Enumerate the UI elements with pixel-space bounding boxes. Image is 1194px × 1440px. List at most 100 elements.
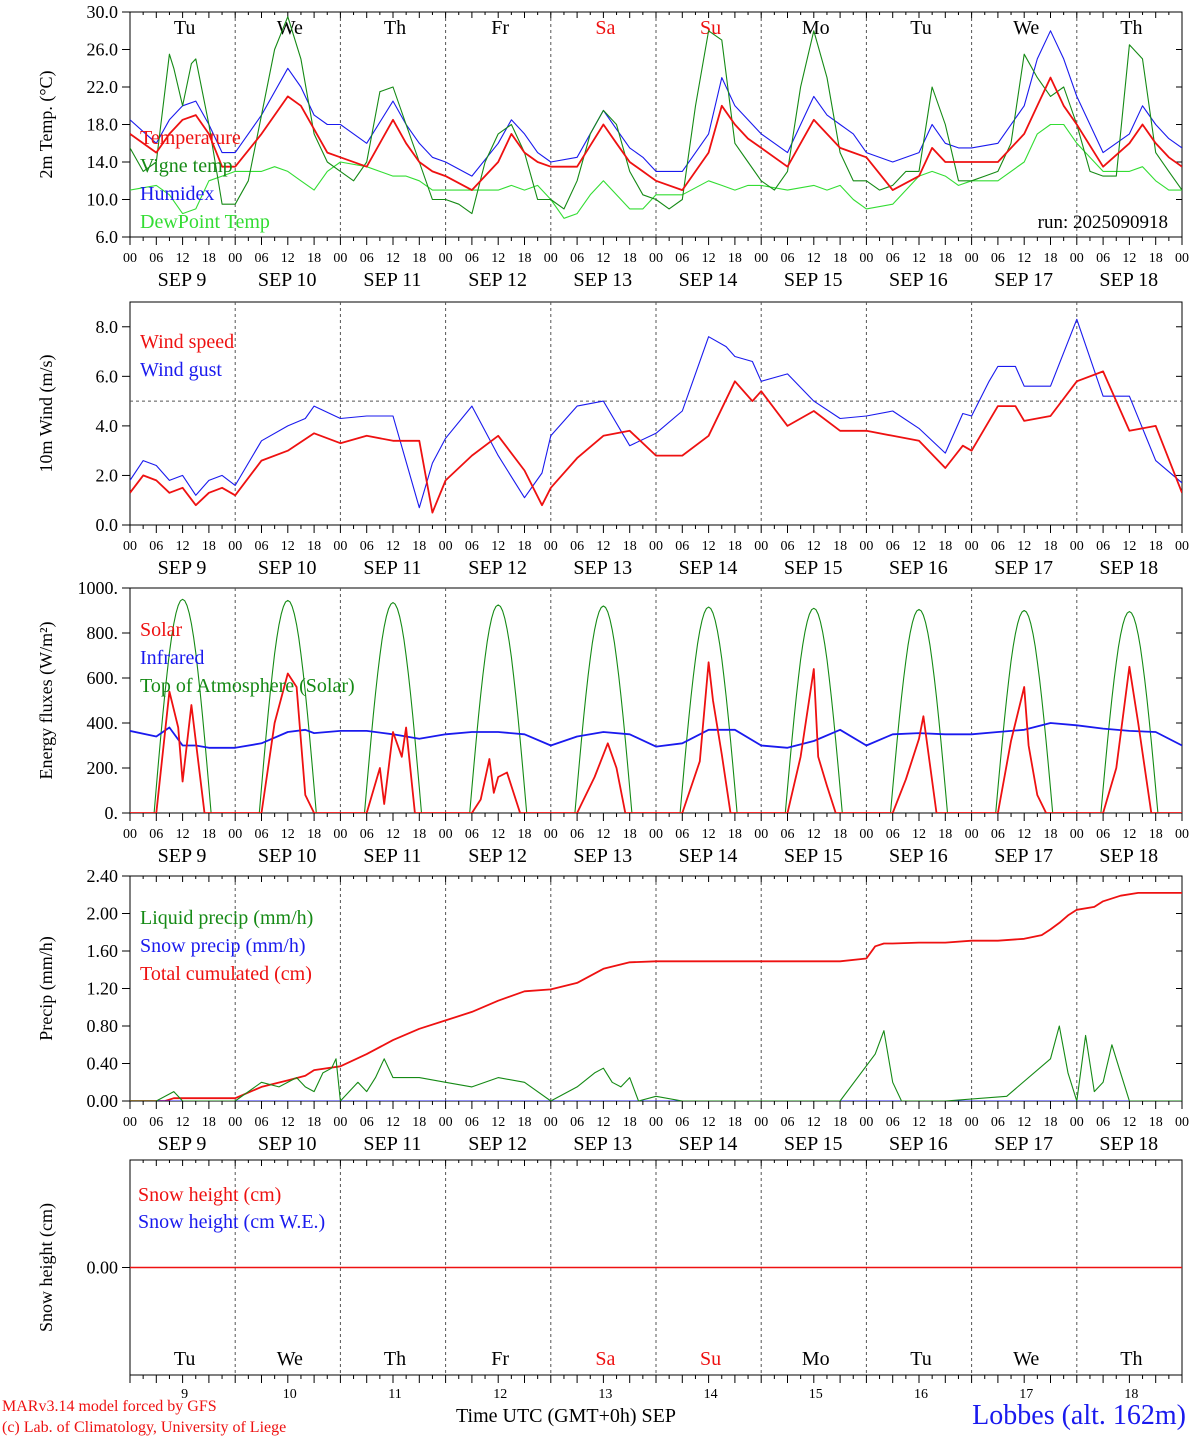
day-number-label: 18 bbox=[1124, 1387, 1138, 1402]
hour-label: 00 bbox=[333, 251, 347, 266]
hour-label: 00 bbox=[965, 827, 979, 842]
series-dewpoint-temp-line bbox=[130, 123, 1182, 219]
legend-entry: Infrared bbox=[140, 647, 204, 669]
y-tick-label: 8.0 bbox=[96, 317, 119, 337]
x-axis-title: Time UTC (GMT+0h) SEP bbox=[456, 1405, 677, 1427]
hour-label: 00 bbox=[439, 539, 453, 554]
day-name-label: Th bbox=[1120, 17, 1142, 39]
y-tick-label: 1.20 bbox=[87, 979, 119, 999]
date-label: SEP 17 bbox=[994, 1133, 1053, 1155]
legend-entry: Solar bbox=[140, 619, 183, 641]
hour-label: 12 bbox=[807, 1115, 821, 1130]
hour-label: 18 bbox=[833, 1115, 847, 1130]
date-label: SEP 18 bbox=[1099, 1133, 1158, 1155]
legend-entry: Total cumulated (cm) bbox=[140, 963, 312, 985]
date-label: SEP 11 bbox=[363, 269, 421, 291]
day-name-label: We bbox=[1013, 17, 1039, 39]
hour-label: 18 bbox=[938, 539, 952, 554]
day-name-label: We bbox=[1013, 1348, 1039, 1370]
date-label: SEP 18 bbox=[1099, 845, 1158, 867]
date-label: SEP 9 bbox=[158, 845, 207, 867]
y-axis-label: Energy fluxes (W/m²) bbox=[36, 621, 57, 779]
date-label: SEP 13 bbox=[573, 845, 632, 867]
series-top-of-atmosphere-solar-line bbox=[130, 598, 1182, 813]
hour-label: 12 bbox=[281, 827, 295, 842]
y-tick-label: 22.0 bbox=[87, 77, 119, 97]
hour-label: 06 bbox=[255, 827, 269, 842]
series-infrared-line bbox=[130, 722, 1182, 749]
y-tick-label: 0. bbox=[105, 803, 119, 823]
hour-label: 06 bbox=[1096, 251, 1110, 266]
hour-label: 00 bbox=[333, 827, 347, 842]
hour-label: 12 bbox=[1122, 827, 1136, 842]
date-label: SEP 18 bbox=[1099, 557, 1158, 579]
date-label: SEP 16 bbox=[889, 269, 948, 291]
day-name-label: Fr bbox=[491, 17, 509, 39]
legend-entry: Wind gust bbox=[140, 359, 222, 381]
y-tick-label: 6.0 bbox=[96, 227, 119, 247]
hour-label: 00 bbox=[123, 827, 137, 842]
hour-label: 00 bbox=[1070, 1115, 1084, 1130]
hour-label: 00 bbox=[333, 1115, 347, 1130]
hour-label: 18 bbox=[833, 251, 847, 266]
hour-label: 06 bbox=[781, 251, 795, 266]
hour-label: 00 bbox=[439, 251, 453, 266]
date-label: SEP 15 bbox=[784, 269, 843, 291]
hour-label: 06 bbox=[991, 251, 1005, 266]
hour-label: 12 bbox=[176, 251, 190, 266]
hour-label: 12 bbox=[807, 251, 821, 266]
day-name-label: Th bbox=[384, 17, 406, 39]
date-label: SEP 15 bbox=[784, 845, 843, 867]
hour-label: 12 bbox=[386, 539, 400, 554]
day-number-label: 13 bbox=[598, 1387, 612, 1402]
hour-label: 06 bbox=[675, 1115, 689, 1130]
legend-entry: Snow height (cm W.E.) bbox=[138, 1211, 325, 1233]
hour-label: 00 bbox=[439, 827, 453, 842]
legend-entry: Wind speed bbox=[140, 331, 234, 353]
hour-label: 18 bbox=[307, 251, 321, 266]
date-label: SEP 17 bbox=[994, 269, 1053, 291]
legend-entry: Liquid precip (mm/h) bbox=[140, 907, 313, 929]
hour-label: 06 bbox=[360, 539, 374, 554]
legend-entry: Snow precip (mm/h) bbox=[140, 935, 306, 957]
y-tick-label: 1000. bbox=[78, 578, 119, 598]
plot-frame bbox=[129, 301, 1183, 526]
date-label: SEP 14 bbox=[679, 269, 738, 291]
y-tick-label: 18.0 bbox=[87, 115, 119, 135]
date-label: SEP 9 bbox=[158, 269, 207, 291]
hour-label: 18 bbox=[1149, 539, 1163, 554]
hour-label: 00 bbox=[649, 539, 663, 554]
hour-label: 12 bbox=[596, 827, 610, 842]
hour-label: 18 bbox=[728, 539, 742, 554]
series-vigne-temp-line bbox=[130, 16, 1182, 215]
hour-label: 00 bbox=[859, 827, 873, 842]
hour-label: 06 bbox=[781, 539, 795, 554]
hour-label: 00 bbox=[1175, 1115, 1189, 1130]
date-label: SEP 12 bbox=[468, 845, 527, 867]
date-label: SEP 9 bbox=[158, 557, 207, 579]
hour-label: 06 bbox=[886, 827, 900, 842]
day-number-label: 10 bbox=[283, 1387, 297, 1402]
hour-label: 00 bbox=[228, 251, 242, 266]
date-label: SEP 16 bbox=[889, 845, 948, 867]
y-tick-label: 2.00 bbox=[87, 904, 119, 924]
hour-label: 12 bbox=[912, 539, 926, 554]
hour-label: 00 bbox=[544, 539, 558, 554]
hour-label: 06 bbox=[675, 827, 689, 842]
hour-label: 12 bbox=[807, 827, 821, 842]
hour-label: 06 bbox=[1096, 827, 1110, 842]
panel-4: 0.00 0.40 0.80 1.20 1.60 2.00 2.40 Precip (mm/h… bbox=[36, 866, 1189, 1155]
day-number-label: 11 bbox=[388, 1387, 401, 1402]
hour-label: 18 bbox=[202, 251, 216, 266]
date-label: SEP 14 bbox=[679, 557, 738, 579]
y-tick-label: 26.0 bbox=[87, 40, 119, 60]
hour-label: 18 bbox=[623, 251, 637, 266]
day-name-label: Su bbox=[700, 1348, 721, 1370]
hour-label: 12 bbox=[702, 827, 716, 842]
hour-label: 18 bbox=[833, 539, 847, 554]
day-name-label: Tu bbox=[174, 17, 196, 39]
y-tick-label: 0.80 bbox=[87, 1016, 119, 1036]
y-tick-label: 10.0 bbox=[87, 190, 119, 210]
day-name-label: Sa bbox=[595, 17, 615, 39]
